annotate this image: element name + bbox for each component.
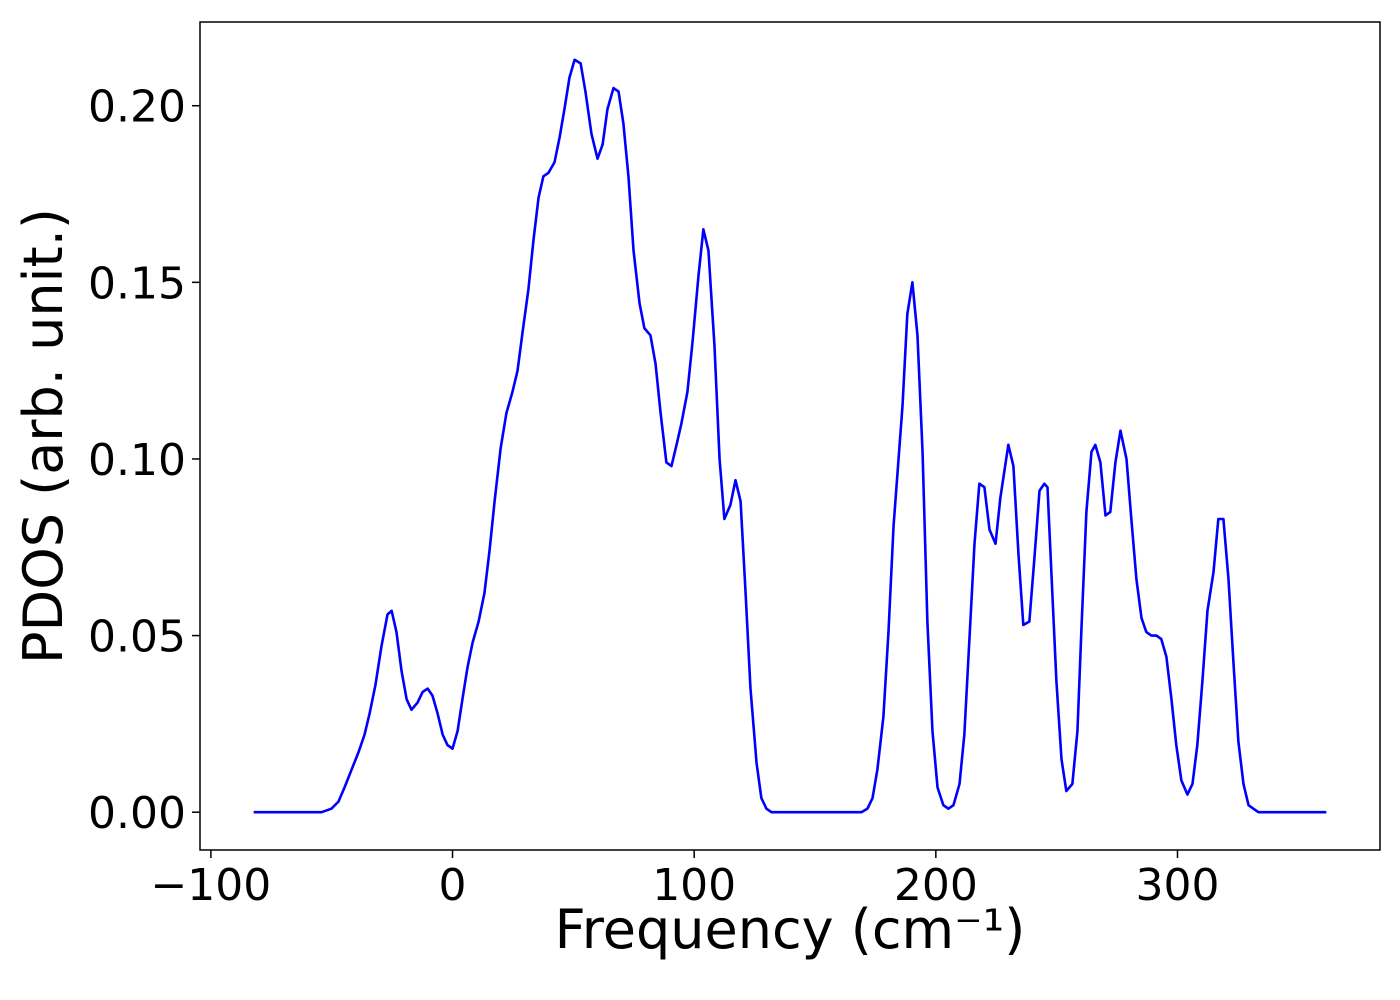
y-axis-label: PDOS (arb. unit.) [12,208,75,664]
x-tick-label: 200 [894,860,978,911]
x-tick-label: 0 [439,860,467,911]
y-tick-label: 0.15 [88,258,186,309]
x-axis-label: Frequency (cm⁻¹) [555,898,1026,961]
y-tick-label: 0.05 [88,612,186,663]
y-tick-label: 0.00 [88,788,186,839]
x-tick-label: 100 [652,860,736,911]
y-tick-label: 0.20 [88,82,186,133]
y-tick-label: 0.10 [88,435,186,486]
x-tick-label: 300 [1136,860,1220,911]
plot-frame [199,21,1381,851]
x-tick-label: −100 [150,860,271,911]
data-line [253,58,1327,814]
